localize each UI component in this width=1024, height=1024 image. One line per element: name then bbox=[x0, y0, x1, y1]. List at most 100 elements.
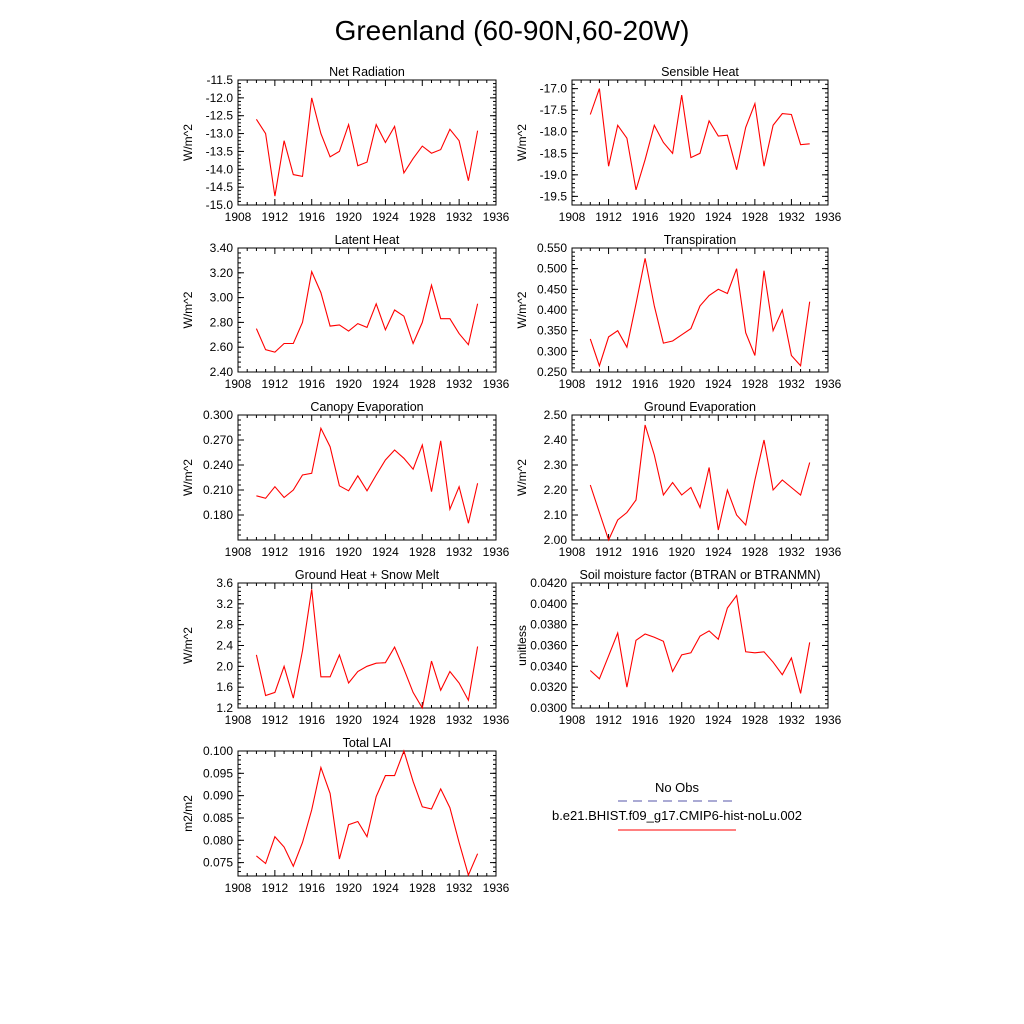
x-tick-label: 1936 bbox=[483, 377, 510, 391]
x-tick-label: 1916 bbox=[632, 545, 659, 559]
panel-title: Soil moisture factor (BTRAN or BTRANMN) bbox=[579, 568, 820, 582]
panel-title: Latent Heat bbox=[335, 233, 400, 247]
x-tick-label: 1924 bbox=[372, 881, 399, 895]
x-tick-label: 1916 bbox=[632, 713, 659, 727]
x-tick-label: 1924 bbox=[372, 210, 399, 224]
x-tick-label: 1916 bbox=[298, 881, 325, 895]
y-tick-label: 3.6 bbox=[216, 576, 233, 590]
x-tick-label: 1912 bbox=[262, 545, 289, 559]
panel-8: Soil moisture factor (BTRAN or BTRANMN) u… bbox=[515, 568, 842, 727]
y-tick-label: 0.240 bbox=[203, 458, 233, 472]
x-tick-label: 1936 bbox=[815, 210, 842, 224]
y-tick-label: 1.6 bbox=[216, 680, 233, 694]
y-tick-label: -15.0 bbox=[206, 198, 234, 212]
panel-3: Latent Heat W/m^2 1908 1912 1916 1920 1924 1928… bbox=[181, 233, 510, 391]
x-tick-label: 1908 bbox=[559, 713, 586, 727]
x-tick-label: 1912 bbox=[262, 210, 289, 224]
y-tick-label: 0.0400 bbox=[530, 597, 567, 611]
x-tick-label: 1932 bbox=[446, 210, 473, 224]
x-tick-label: 1908 bbox=[225, 377, 252, 391]
series-line bbox=[589, 258, 811, 368]
y-tick-label: 0.180 bbox=[203, 508, 233, 522]
panel-7: Ground Heat + Snow Melt W/m^2 1908 1912 1916… bbox=[181, 568, 510, 727]
x-tick-label: 1928 bbox=[742, 210, 769, 224]
y-tick-label: 0.100 bbox=[203, 744, 233, 758]
x-tick-label: 1936 bbox=[815, 713, 842, 727]
y-tick-label: 0.450 bbox=[537, 282, 567, 296]
x-tick-label: 1928 bbox=[409, 377, 436, 391]
legend: No Obs b.e21.BHIST.f09_g17.CMIP6-hist-no… bbox=[552, 780, 802, 831]
plot-frame bbox=[571, 582, 829, 709]
y-tick-label: 0.0360 bbox=[530, 639, 567, 653]
x-tick-label: 1932 bbox=[778, 545, 805, 559]
x-tick-label: 1932 bbox=[446, 545, 473, 559]
y-tick-label: 0.0340 bbox=[530, 659, 567, 673]
x-tick-label: 1908 bbox=[225, 881, 252, 895]
x-tick-label: 1928 bbox=[409, 210, 436, 224]
y-axis-label: W/m^2 bbox=[181, 124, 195, 161]
x-tick-label: 1920 bbox=[335, 377, 362, 391]
y-tick-label: -14.0 bbox=[206, 162, 234, 176]
y-tick-label: -13.5 bbox=[206, 144, 234, 158]
y-tick-label: 3.40 bbox=[210, 241, 234, 255]
y-tick-label: -18.0 bbox=[540, 125, 568, 139]
figure-title: Greenland (60-90N,60-20W) bbox=[335, 15, 690, 46]
x-tick-label: 1912 bbox=[262, 881, 289, 895]
y-tick-label: 3.2 bbox=[216, 597, 233, 611]
panels-group: Net Radiation W/m^2 1908 1912 1916 1920 1924 19… bbox=[181, 65, 842, 895]
series-line bbox=[255, 97, 479, 197]
y-axis-label: W/m^2 bbox=[515, 459, 529, 496]
y-tick-label: 0.270 bbox=[203, 433, 233, 447]
x-tick-label: 1908 bbox=[225, 713, 252, 727]
x-tick-label: 1936 bbox=[483, 713, 510, 727]
y-tick-label: -19.5 bbox=[540, 189, 568, 203]
x-tick-label: 1908 bbox=[559, 545, 586, 559]
x-tick-label: 1928 bbox=[742, 713, 769, 727]
y-tick-label: 0.0380 bbox=[530, 618, 567, 632]
x-tick-label: 1920 bbox=[335, 545, 362, 559]
y-tick-label: 0.0420 bbox=[530, 576, 567, 590]
y-tick-label: -19.0 bbox=[540, 168, 568, 182]
x-tick-label: 1932 bbox=[778, 377, 805, 391]
series-line bbox=[589, 424, 811, 542]
x-tick-label: 1932 bbox=[446, 713, 473, 727]
y-tick-label: 0.550 bbox=[537, 241, 567, 255]
y-tick-label: 3.20 bbox=[210, 266, 234, 280]
x-tick-label: 1920 bbox=[668, 545, 695, 559]
x-tick-label: 1936 bbox=[815, 545, 842, 559]
y-tick-label: 0.0300 bbox=[530, 701, 567, 715]
x-tick-label: 1920 bbox=[335, 713, 362, 727]
y-tick-label: 0.210 bbox=[203, 483, 233, 497]
y-tick-label: 2.30 bbox=[544, 458, 568, 472]
x-tick-label: 1924 bbox=[372, 545, 399, 559]
plot-frame bbox=[237, 750, 497, 877]
y-tick-label: 0.300 bbox=[537, 344, 567, 358]
x-tick-label: 1916 bbox=[298, 713, 325, 727]
y-tick-label: 2.20 bbox=[544, 483, 568, 497]
y-tick-label: 2.0 bbox=[216, 659, 233, 673]
x-tick-label: 1912 bbox=[595, 210, 622, 224]
legend-model-label: b.e21.BHIST.f09_g17.CMIP6-hist-noLu.002 bbox=[552, 808, 802, 823]
x-tick-label: 1920 bbox=[335, 210, 362, 224]
x-tick-label: 1908 bbox=[225, 210, 252, 224]
x-tick-label: 1932 bbox=[778, 210, 805, 224]
panel-2: Sensible Heat W/m^2 1908 1912 1916 1920 1924 19… bbox=[515, 65, 842, 224]
series-line bbox=[255, 589, 479, 710]
y-tick-label: 0.400 bbox=[537, 303, 567, 317]
series-line bbox=[255, 269, 479, 353]
x-tick-label: 1916 bbox=[632, 210, 659, 224]
x-tick-label: 1928 bbox=[409, 881, 436, 895]
y-tick-label: 2.4 bbox=[216, 639, 233, 653]
y-tick-label: -17.0 bbox=[540, 82, 568, 96]
x-tick-label: 1924 bbox=[705, 713, 732, 727]
plot-frame bbox=[237, 247, 497, 373]
x-tick-label: 1920 bbox=[335, 881, 362, 895]
y-tick-label: -14.5 bbox=[206, 180, 234, 194]
panel-6: Ground Evaporation W/m^2 1908 1912 1916 1920 1… bbox=[515, 400, 842, 559]
x-tick-label: 1928 bbox=[409, 545, 436, 559]
x-tick-label: 1916 bbox=[298, 377, 325, 391]
x-tick-label: 1912 bbox=[595, 713, 622, 727]
x-tick-label: 1916 bbox=[298, 545, 325, 559]
y-tick-label: 2.8 bbox=[216, 618, 233, 632]
